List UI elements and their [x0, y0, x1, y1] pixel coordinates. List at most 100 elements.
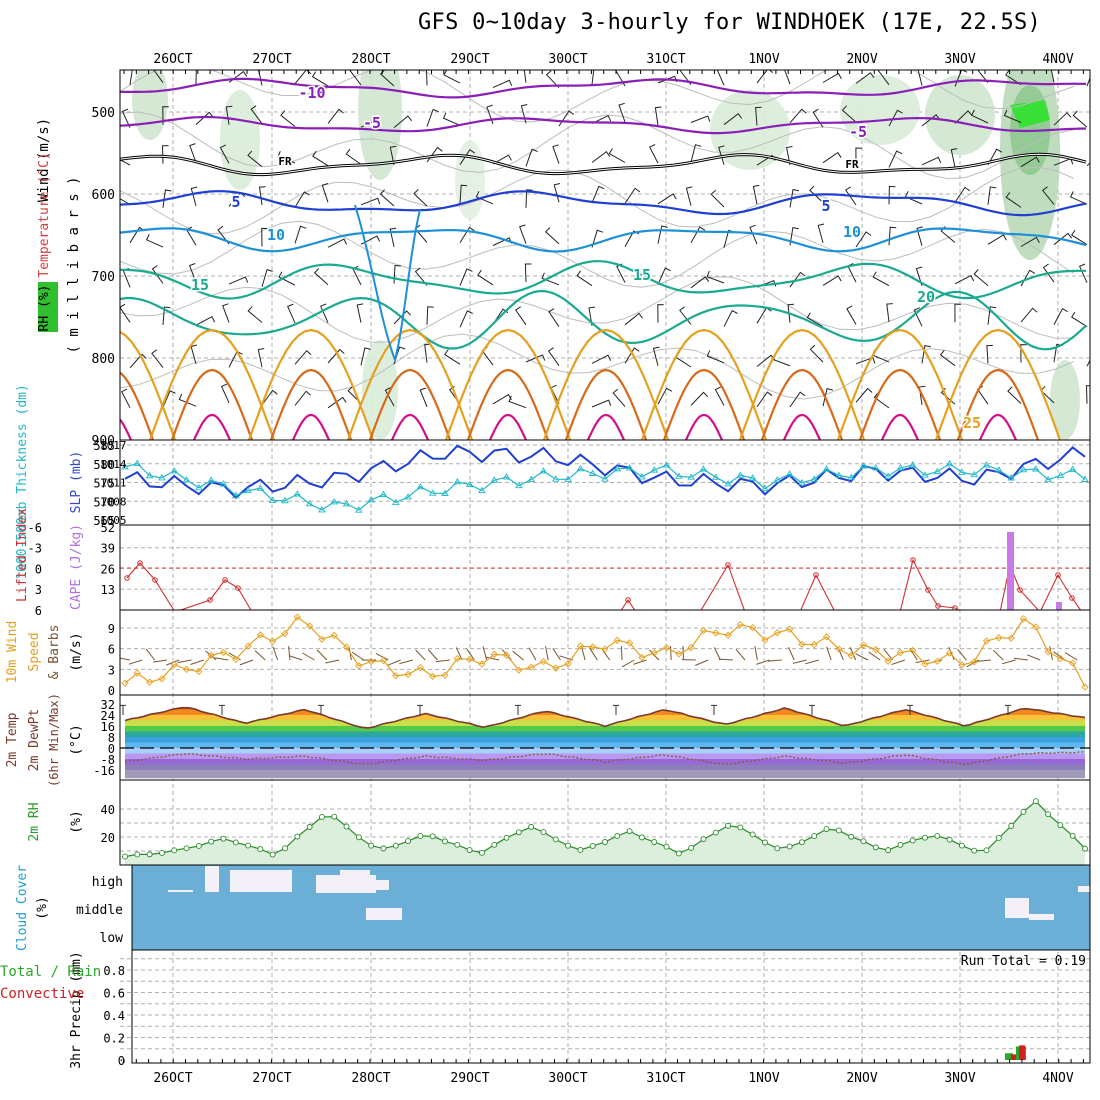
wind-barb: [360, 197, 381, 206]
wind-barb: [512, 650, 524, 661]
wind-barb: [320, 303, 329, 323]
temp-panel-data: [120, 704, 1090, 779]
wind-barb: [1007, 386, 1022, 404]
pressure-tick-label: 900: [92, 434, 115, 449]
contour-warm-tongue: [444, 328, 572, 440]
wind-speed-marker: [158, 675, 166, 683]
wind-barb: [716, 70, 725, 86]
thickness-tick-label: 575: [93, 477, 115, 491]
slp-marker: [158, 474, 166, 481]
wind-barb: [685, 186, 693, 206]
rh-marker: [220, 835, 227, 842]
rh-marker: [897, 841, 904, 848]
wind-barb: [162, 306, 171, 326]
slp-marker: [576, 464, 585, 472]
contour-warm-tongue: [979, 413, 1017, 440]
contour-label: 25: [963, 414, 981, 432]
wind-speed-marker: [699, 626, 708, 635]
wind-barb: [217, 225, 230, 245]
rh-marker: [355, 834, 362, 841]
wind-barb: [190, 659, 204, 665]
wind-barb: [188, 263, 197, 283]
rh-marker: [958, 842, 965, 849]
rh-marker: [466, 847, 473, 854]
rh-marker: [712, 829, 719, 836]
slp-marker: [982, 461, 991, 468]
slp-marker: [884, 472, 892, 479]
wind-barb: [459, 310, 473, 328]
wind-speed-marker: [798, 640, 806, 648]
rh-marker: [134, 851, 141, 858]
wind-speed-marker: [712, 629, 720, 637]
temp-band: [125, 715, 1085, 721]
wind-barb: [1027, 654, 1041, 661]
wind-barb: [633, 659, 647, 665]
wind-barb: [1020, 344, 1027, 363]
wind-barb: [591, 229, 604, 248]
wind-barb: [855, 72, 875, 84]
precip-axis-label: 3hr Precip (mm): [69, 951, 84, 1068]
wind-barb: [624, 187, 641, 204]
slp-marker: [195, 483, 203, 491]
upper-panel-data: [120, 70, 1090, 440]
wind-speed-marker: [305, 622, 314, 630]
wind-barb: [321, 183, 329, 203]
rh-contour: [120, 70, 1075, 123]
wind-barb: [792, 659, 807, 664]
wind-barb: [706, 350, 725, 364]
rh-marker: [343, 823, 350, 830]
wind-barb: [294, 390, 312, 406]
wind-barb: [589, 648, 598, 661]
precip-axis-spacer: Total / Rain: [19, 1009, 20, 1011]
cloud-block: [230, 870, 292, 892]
slp-marker: [539, 467, 548, 474]
wind-barb: [485, 656, 500, 661]
contour-20: [120, 289, 1087, 351]
wind-barb: [591, 185, 605, 204]
wind-barb: [345, 148, 362, 165]
wind-barb: [552, 144, 560, 164]
wind-barb: [261, 268, 273, 288]
wind-barb: [909, 647, 918, 661]
wind-speed-marker: [121, 679, 129, 687]
rh-marker: [454, 841, 461, 848]
wind-barb: [195, 316, 216, 326]
rh-marker: [503, 834, 510, 841]
wind-barb: [657, 304, 664, 323]
wind-barb: [921, 114, 941, 127]
slp-marker: [1019, 465, 1028, 473]
wind-barb: [379, 70, 395, 87]
precip-convective-bar: [1011, 1054, 1016, 1060]
date-label-top: 1NOV: [748, 52, 779, 67]
contour-freezing-inner: [120, 153, 1087, 176]
contour-warm-tongue: [292, 413, 330, 440]
slp-marker: [564, 475, 572, 482]
wind-barb: [523, 70, 527, 83]
wind-barb: [752, 184, 760, 205]
lifted-index-marker: [725, 562, 731, 568]
rh-marker: [774, 845, 781, 852]
slp-marker: [736, 471, 745, 478]
rh-marker: [232, 839, 239, 846]
slp-marker: [416, 482, 425, 490]
slp-marker: [391, 498, 400, 505]
wind-speed-marker: [896, 649, 905, 657]
slp-tick-label: 1011: [100, 477, 127, 490]
precip-tick-label: 0.4: [103, 1009, 125, 1023]
wind-speed-marker: [1081, 683, 1089, 691]
wind-barb: [755, 106, 762, 126]
slp-marker: [256, 484, 265, 491]
wind-barb: [524, 263, 532, 283]
wind-tick-label: 6: [108, 643, 115, 657]
wind-barb: [957, 648, 967, 661]
rh-marker: [1008, 823, 1015, 829]
rh-marker: [294, 833, 301, 840]
slp-marker: [551, 475, 560, 482]
wind-units-label: (m/s): [69, 632, 84, 671]
wind-barb: [1086, 162, 1090, 167]
wind-barb: [624, 312, 643, 326]
wind-barb: [822, 275, 842, 286]
rh-marker: [663, 843, 670, 850]
wind-barb: [466, 648, 475, 661]
precip-tick-label: 0.6: [103, 987, 125, 1001]
